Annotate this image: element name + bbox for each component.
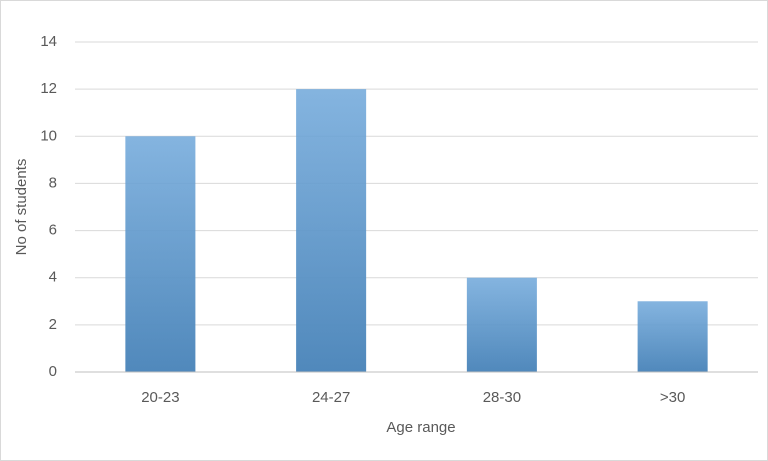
bar-shade: [296, 89, 367, 373]
bar-shade: [125, 136, 196, 372]
y-tick-label: 2: [49, 316, 57, 333]
y-tick-label: 12: [40, 80, 57, 97]
bar-shade: [466, 277, 537, 372]
x-tick-label: 28-30: [483, 389, 521, 406]
bar-shade: [637, 301, 708, 372]
y-tick-label: 10: [40, 127, 57, 144]
y-tick-label: 4: [49, 269, 57, 286]
x-tick-label: 20-23: [141, 389, 179, 406]
y-axis-label: No of students: [13, 159, 30, 256]
y-tick-label: 6: [49, 222, 57, 239]
y-tick-label: 8: [49, 174, 57, 191]
x-tick-label: >30: [660, 389, 685, 406]
x-tick-label: 24-27: [312, 389, 350, 406]
x-axis-label: Age range: [386, 419, 455, 436]
y-tick-label: 0: [49, 363, 57, 380]
y-tick-label: 14: [40, 33, 57, 50]
